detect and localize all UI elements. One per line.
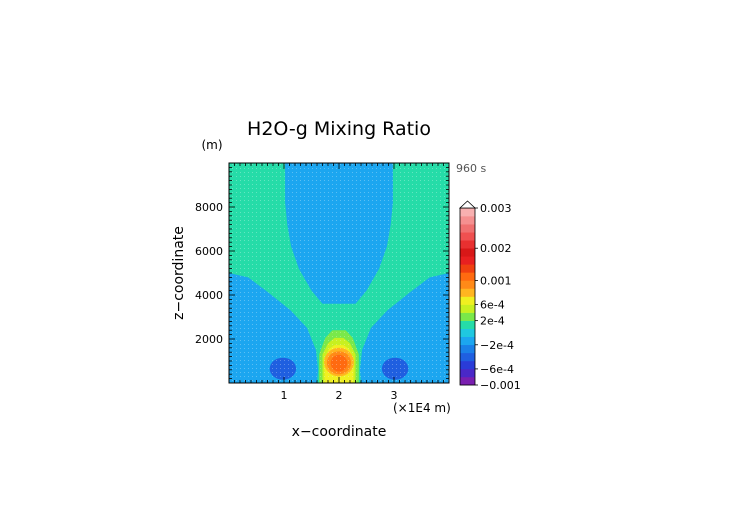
plot-texture [229,163,449,383]
colorbar-segment [460,216,475,225]
colorbar-segment [460,360,475,370]
colorbar-segment [460,208,475,217]
y-tick-label: 6000 [195,245,223,258]
colorbar: 0.003 0.002 0.001 6e-4 2e-4 −2e-4 −6e-4 −0.001 [458,200,521,392]
colorbar-segment [460,288,475,297]
colorbar-tick-label: −0.001 [480,379,521,392]
y-unit-label: (m) [201,138,222,152]
colorbar-extend-arrow [458,200,477,209]
x-tick-label: 1 [281,389,288,402]
colorbar-tick-label: 0.002 [480,242,512,255]
colorbar-segment [460,224,475,233]
colorbar-tick-label: 0.001 [480,274,512,287]
x-axis-ticks: 1 2 3 [234,163,444,402]
y-axis-ticks: 2000 4000 6000 8000 [195,166,449,380]
colorbar-tick-label: 0.003 [480,202,512,215]
x-tick-label: 3 [391,389,398,402]
time-label: 960 s [456,162,486,175]
x-tick-label: 2 [336,389,343,402]
colorbar-tick-label: 6e-4 [480,299,505,312]
colorbar-segment [460,336,475,346]
colorbar-segment [460,344,475,354]
chart-title: H2O-g Mixing Ratio [247,118,431,140]
colorbar-segment [460,264,475,273]
colorbar-segment [460,232,475,241]
x-unit-label: (×1E4 m) [393,401,451,415]
colorbar-tick-label: −6e-4 [480,363,514,376]
colorbar-segment [460,256,475,265]
colorbar-segment [460,312,475,321]
y-tick-label: 2000 [195,333,223,346]
colorbar-segment [460,280,475,289]
x-axis-title: x−coordinate [292,424,387,440]
colorbar-segment [460,352,475,362]
colorbar-tick-label: 2e-4 [480,315,505,328]
y-axis-title: z−coordinate [171,226,187,320]
colorbar-segment [460,304,475,313]
colorbar-segment [460,296,475,305]
colorbar-segment [460,320,475,329]
y-tick-label: 4000 [195,289,223,302]
colorbar-segment [460,272,475,281]
colorbar-segment [460,376,475,386]
y-tick-label: 8000 [195,201,223,214]
colorbar-segment [460,248,475,257]
colorbar-segment [460,368,475,378]
colorbar-segment [460,240,475,249]
colorbar-segment [460,328,475,338]
colorbar-tick-label: −2e-4 [480,339,514,352]
